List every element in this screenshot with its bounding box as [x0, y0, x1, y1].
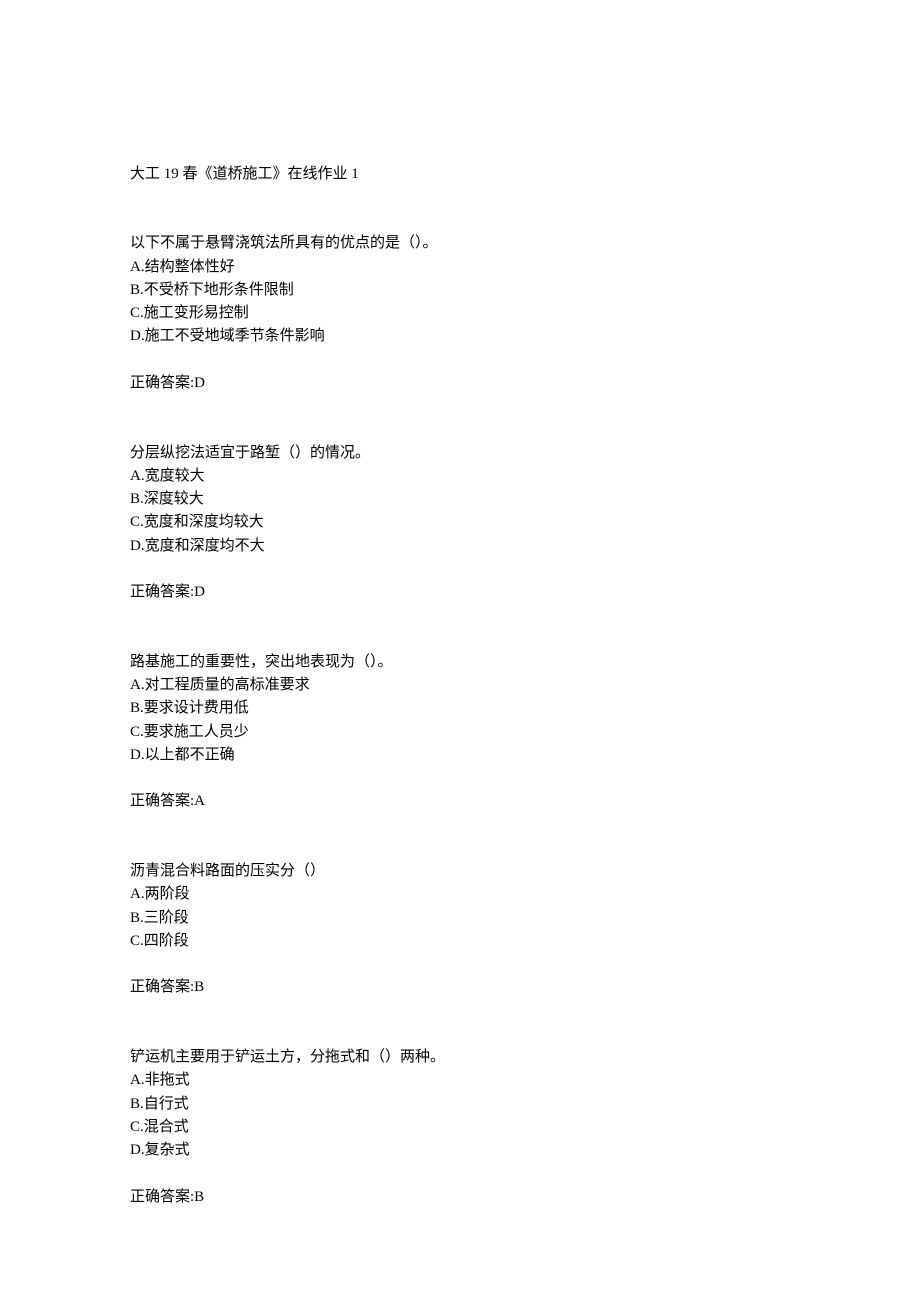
- question-stem: 沥青混合料路面的压实分（）: [130, 860, 790, 883]
- blank-line: [130, 837, 790, 860]
- question-block: 路基施工的重要性，突出地表现为（）。A.对工程质量的高标准要求B.要求设计费用低…: [130, 651, 790, 860]
- question-option: B.深度较大: [130, 488, 790, 511]
- blank-line: [130, 1162, 790, 1185]
- question-option: D.宽度和深度均不大: [130, 535, 790, 558]
- blank-line: [130, 558, 790, 581]
- question-option: B.不受桥下地形条件限制: [130, 279, 790, 302]
- question-option: C.混合式: [130, 1116, 790, 1139]
- question-option: A.宽度较大: [130, 465, 790, 488]
- blank-line: [130, 604, 790, 627]
- blank-line: [130, 1023, 790, 1046]
- blank-line: [130, 814, 790, 837]
- question-option: A.非拖式: [130, 1069, 790, 1092]
- question-option: B.三阶段: [130, 907, 790, 930]
- answer-line: 正确答案:D: [130, 372, 790, 395]
- document-body: 大工 19 春《道桥施工》在线作业 1 以下不属于悬臂浇筑法所具有的优点的是（）…: [130, 116, 790, 1232]
- question-option: B.自行式: [130, 1093, 790, 1116]
- question-option: A.对工程质量的高标准要求: [130, 674, 790, 697]
- question-block: 铲运机主要用于铲运土方，分拖式和（）两种。A.非拖式B.自行式C.混合式D.复杂…: [130, 1046, 790, 1209]
- blank-line: [130, 767, 790, 790]
- question-block: 沥青混合料路面的压实分（）A.两阶段B.三阶段C.四阶段 正确答案:B: [130, 860, 790, 1046]
- question-option: C.要求施工人员少: [130, 721, 790, 744]
- question-stem: 分层纵挖法适宜于路堑（）的情况。: [130, 442, 790, 465]
- question-option: D.以上都不正确: [130, 744, 790, 767]
- blank-line: [130, 418, 790, 441]
- question-stem: 铲运机主要用于铲运土方，分拖式和（）两种。: [130, 1046, 790, 1069]
- question-block: 以下不属于悬臂浇筑法所具有的优点的是（）。A.结构整体性好B.不受桥下地形条件限…: [130, 232, 790, 441]
- blank-line: [130, 349, 790, 372]
- question-option: C.施工变形易控制: [130, 302, 790, 325]
- question-option: B.要求设计费用低: [130, 697, 790, 720]
- blank-line: [130, 1000, 790, 1023]
- question-stem: 以下不属于悬臂浇筑法所具有的优点的是（）。: [130, 232, 790, 255]
- question-option: A.两阶段: [130, 883, 790, 906]
- question-option: C.四阶段: [130, 930, 790, 953]
- answer-line: 正确答案:B: [130, 1186, 790, 1209]
- blank-line: [130, 395, 790, 418]
- answer-line: 正确答案:D: [130, 581, 790, 604]
- answer-line: 正确答案:B: [130, 976, 790, 999]
- blank-line: [130, 628, 790, 651]
- question-option: D.施工不受地域季节条件影响: [130, 325, 790, 348]
- question-option: A.结构整体性好: [130, 256, 790, 279]
- blank-line: [130, 953, 790, 976]
- questions-container: 以下不属于悬臂浇筑法所具有的优点的是（）。A.结构整体性好B.不受桥下地形条件限…: [130, 232, 790, 1209]
- question-stem: 路基施工的重要性，突出地表现为（）。: [130, 651, 790, 674]
- document-header: 大工 19 春《道桥施工》在线作业 1: [130, 163, 790, 186]
- answer-line: 正确答案:A: [130, 790, 790, 813]
- question-option: D.复杂式: [130, 1139, 790, 1162]
- question-block: 分层纵挖法适宜于路堑（）的情况。A.宽度较大B.深度较大C.宽度和深度均较大D.…: [130, 442, 790, 651]
- question-option: C.宽度和深度均较大: [130, 511, 790, 534]
